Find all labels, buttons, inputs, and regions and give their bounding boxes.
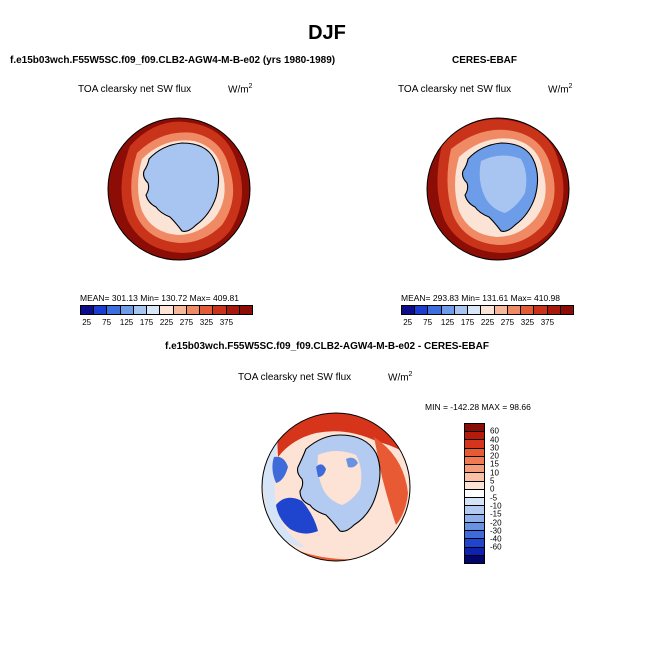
colorbar-swatch <box>428 306 442 314</box>
colorbar-swatch <box>465 531 484 540</box>
colorbar-tick-label: 275 <box>500 318 515 327</box>
colorbar-swatch <box>133 306 148 314</box>
colorbar-swatch <box>465 539 484 548</box>
colorbar-swatch <box>547 306 561 314</box>
colorbar-swatch <box>465 448 484 457</box>
colorbar-swatch <box>200 306 214 314</box>
colorbar-swatch <box>465 506 484 515</box>
colorbar-swatch <box>226 306 240 314</box>
colorbar-tick-label: 375 <box>219 318 234 327</box>
model-panel-title: f.e15b03wch.F55W5SC.f09_f09.CLB2-AGW4-M-… <box>10 55 336 66</box>
colorbar-swatch <box>465 440 484 449</box>
obs-colorbar-labels: 25 75 125 175 225 275 325 375 <box>401 318 574 328</box>
colorbar-tick-label: 325 <box>199 318 214 327</box>
colorbar-tick-label: 275 <box>179 318 194 327</box>
colorbar-swatch <box>213 306 227 314</box>
colorbar-swatch <box>465 473 484 482</box>
model-stats: MEAN= 301.13 Min= 130.72 Max= 409.81 <box>80 293 240 303</box>
colorbar-tick-label: 225 <box>159 318 174 327</box>
colorbar-tick-label: 125 <box>440 318 455 327</box>
obs-panel-title: CERES-EBAF <box>452 55 518 66</box>
colorbar-swatch <box>481 306 495 314</box>
colorbar-tick-label: -60 <box>490 542 502 552</box>
colorbar-swatch <box>494 306 508 314</box>
colorbar-swatch <box>147 306 161 314</box>
diff-map <box>261 412 411 562</box>
model-map <box>107 117 251 261</box>
colorbar-swatch <box>454 306 469 314</box>
colorbar-swatch <box>160 306 174 314</box>
colorbar-tick-label: 25 <box>403 318 413 327</box>
colorbar-swatch <box>402 306 416 314</box>
colorbar-swatch <box>81 306 95 314</box>
model-colorbar-labels: 25 75 125 175 225 275 325 375 <box>80 318 253 328</box>
figure-title: DJF <box>308 22 346 44</box>
colorbar-swatch <box>173 306 187 314</box>
colorbar-swatch <box>465 547 484 556</box>
colorbar-swatch <box>94 306 108 314</box>
diff-colorbar-labels: 60 40 30 20 15 10 5 0 -5 -10 -15 -20 -30 -40 -60 <box>490 423 520 564</box>
colorbar-tick-label: 175 <box>139 318 154 327</box>
colorbar-tick-label: 60 <box>490 426 499 436</box>
colorbar-tick-label: -40 <box>490 534 502 544</box>
colorbar-tick-label: -10 <box>490 501 502 511</box>
colorbar-swatch <box>465 489 484 499</box>
colorbar-tick-label: 25 <box>82 318 92 327</box>
colorbar-swatch <box>441 306 455 314</box>
colorbar-swatch <box>465 432 484 441</box>
obs-stats: MEAN= 293.83 Min= 131.61 Max= 410.98 <box>401 293 561 303</box>
colorbar-swatch <box>468 306 482 314</box>
colorbar-swatch <box>534 306 548 314</box>
diff-variable-label: TOA clearsky net SW flux <box>238 372 352 383</box>
colorbar-tick-label: -5 <box>490 493 498 503</box>
diff-stats: MIN = -142.28 MAX = 98.66 <box>425 402 531 412</box>
colorbar-swatch <box>465 522 484 532</box>
obs-units: W/m2 <box>548 83 573 96</box>
colorbar-swatch <box>465 514 484 523</box>
colorbar-swatch <box>465 481 484 490</box>
colorbar-swatch <box>120 306 134 314</box>
colorbar-tick-label: 75 <box>423 318 433 327</box>
colorbar-swatch <box>186 306 201 314</box>
model-colorbar <box>80 305 253 315</box>
colorbar-tick-label: 15 <box>490 459 499 469</box>
colorbar-swatch <box>560 306 574 314</box>
colorbar-swatch <box>107 306 121 314</box>
colorbar-tick-label: 75 <box>102 318 112 327</box>
diff-panel-title: f.e15b03wch.F55W5SC.f09_f09.CLB2-AGW4-M-… <box>165 341 489 352</box>
colorbar-tick-label: -15 <box>490 509 502 519</box>
colorbar-swatch <box>465 424 484 433</box>
colorbar-tick-label: 325 <box>520 318 535 327</box>
model-variable-label: TOA clearsky net SW flux <box>78 84 192 95</box>
colorbar-swatch <box>415 306 429 314</box>
colorbar-swatch <box>465 498 484 507</box>
colorbar-tick-label: 175 <box>460 318 475 327</box>
obs-map <box>426 117 570 261</box>
colorbar-swatch <box>239 306 253 314</box>
colorbar-tick-label: 40 <box>490 435 499 445</box>
colorbar-swatch <box>521 306 535 314</box>
colorbar-swatch <box>507 306 522 314</box>
colorbar-tick-label: 5 <box>490 476 495 486</box>
obs-variable-label: TOA clearsky net SW flux <box>398 84 512 95</box>
colorbar-tick-label: 225 <box>480 318 495 327</box>
colorbar-tick-label: -30 <box>490 526 502 536</box>
colorbar-tick-label: 375 <box>540 318 555 327</box>
colorbar-swatch <box>465 465 484 474</box>
diff-colorbar <box>464 423 485 564</box>
colorbar-tick-label: 10 <box>490 468 499 478</box>
model-units: W/m2 <box>228 83 253 96</box>
colorbar-swatch <box>465 456 484 466</box>
colorbar-tick-label: 125 <box>119 318 134 327</box>
colorbar-tick-label: 0 <box>490 484 495 494</box>
colorbar-swatch <box>465 555 484 563</box>
colorbar-tick-label: -20 <box>490 518 502 528</box>
diff-units: W/m2 <box>388 371 413 384</box>
colorbar-tick-label: 30 <box>490 443 499 453</box>
colorbar-tick-label: 20 <box>490 451 499 461</box>
obs-colorbar <box>401 305 574 315</box>
